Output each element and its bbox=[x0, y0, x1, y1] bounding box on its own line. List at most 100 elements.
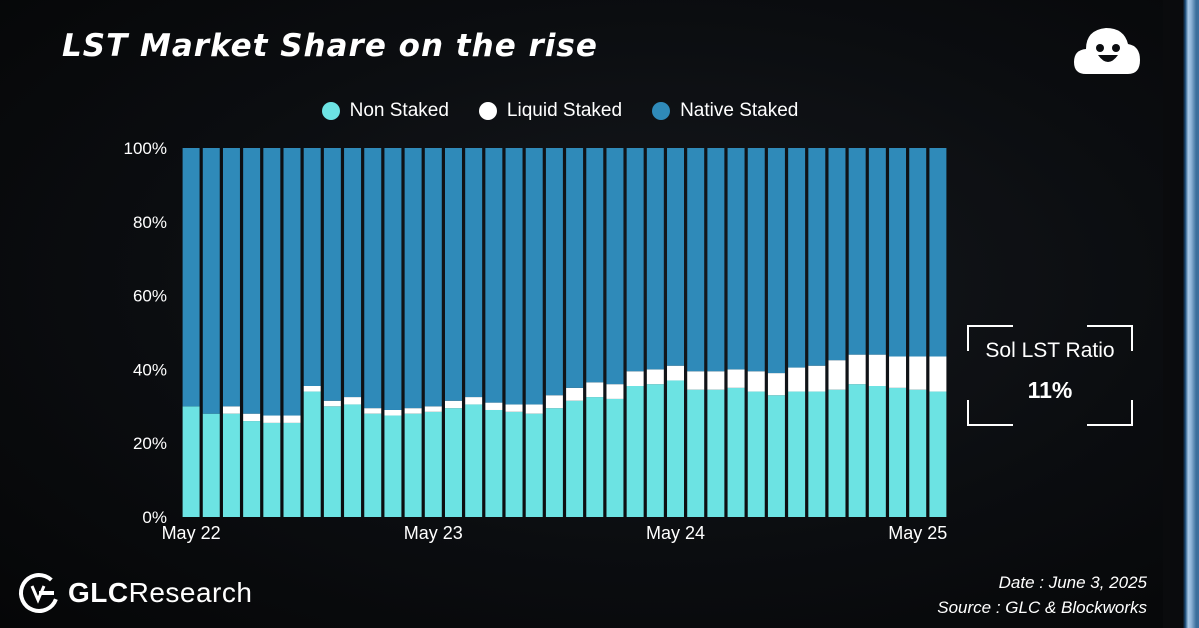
bar-liquid-staked bbox=[505, 404, 523, 412]
footer-source: Source : GLC & Blockworks bbox=[937, 598, 1147, 617]
bar-liquid-staked bbox=[909, 356, 927, 390]
bar-liquid-staked bbox=[848, 354, 866, 385]
bar-liquid-staked bbox=[929, 356, 947, 392]
bar-native-staked bbox=[505, 148, 523, 405]
bar-liquid-staked bbox=[263, 415, 281, 423]
bar-non-staked bbox=[202, 413, 220, 517]
bar-non-staked bbox=[868, 386, 886, 517]
bar-non-staked bbox=[222, 413, 240, 517]
bar-liquid-staked bbox=[626, 371, 644, 387]
bar-non-staked bbox=[808, 391, 826, 517]
bar-native-staked bbox=[525, 148, 543, 405]
bar-liquid-staked bbox=[667, 365, 684, 381]
brand-logo: GLCResearch bbox=[16, 570, 252, 616]
y-tick-label: 80% bbox=[133, 213, 167, 232]
bar-native-staked bbox=[909, 148, 927, 357]
bar-native-staked bbox=[586, 148, 604, 383]
bar-liquid-staked bbox=[606, 384, 624, 399]
bar-liquid-staked bbox=[707, 371, 725, 390]
bar-liquid-staked bbox=[485, 402, 503, 410]
bar-liquid-staked bbox=[404, 408, 422, 414]
bar-liquid-staked bbox=[525, 404, 543, 414]
bar-liquid-staked bbox=[747, 371, 765, 392]
bar-native-staked bbox=[323, 148, 341, 401]
bar-native-staked bbox=[929, 148, 947, 357]
x-tick-label: May 22 bbox=[162, 523, 221, 543]
bar-non-staked bbox=[646, 384, 664, 517]
bar-liquid-staked bbox=[889, 356, 907, 388]
bar-native-staked bbox=[868, 148, 886, 355]
bar-native-staked bbox=[344, 148, 362, 398]
legend-label-non-staked: Non Staked bbox=[349, 100, 449, 121]
bar-liquid-staked bbox=[545, 395, 563, 409]
bar-non-staked bbox=[485, 409, 503, 517]
bar-native-staked bbox=[303, 148, 321, 386]
bar-non-staked bbox=[263, 422, 281, 517]
bar-native-staked bbox=[384, 148, 402, 410]
bar-native-staked bbox=[767, 148, 785, 374]
bar-native-staked bbox=[727, 148, 745, 370]
x-tick-label: May 24 bbox=[646, 523, 705, 543]
legend-item-liquid-staked: Liquid Staked bbox=[478, 100, 623, 122]
footer-date: Date : June 3, 2025 bbox=[998, 573, 1147, 592]
y-tick-label: 60% bbox=[133, 287, 167, 306]
bar-liquid-staked bbox=[283, 415, 301, 423]
legend-label-native-staked: Native Staked bbox=[680, 100, 799, 121]
bar-liquid-staked bbox=[243, 413, 261, 422]
bar-liquid-staked bbox=[364, 408, 382, 414]
bar-liquid-staked bbox=[767, 373, 785, 396]
bar-non-staked bbox=[283, 422, 301, 517]
bar-native-staked bbox=[424, 148, 442, 407]
bar-liquid-staked bbox=[303, 386, 321, 392]
bar-non-staked bbox=[525, 413, 543, 517]
legend-label-liquid-staked: Liquid Staked bbox=[506, 100, 623, 121]
brand-suffix: Research bbox=[128, 577, 253, 608]
bar-non-staked bbox=[424, 411, 442, 517]
bar-non-staked bbox=[444, 408, 462, 517]
bar-non-staked bbox=[465, 404, 483, 517]
y-tick-label: 0% bbox=[142, 508, 167, 527]
bar-native-staked bbox=[828, 148, 846, 361]
frame-corner bbox=[967, 325, 1013, 351]
bar-liquid-staked bbox=[566, 387, 584, 401]
legend-dot-non-staked bbox=[321, 102, 340, 120]
x-tick-label: May 25 bbox=[888, 523, 947, 543]
frame-corner bbox=[1087, 325, 1133, 351]
bar-non-staked bbox=[667, 380, 684, 517]
bar-native-staked bbox=[404, 148, 422, 409]
y-tick-label: 40% bbox=[133, 360, 167, 379]
bar-non-staked bbox=[323, 406, 341, 517]
bar-non-staked bbox=[404, 413, 422, 517]
ratio-value: 11% bbox=[1027, 377, 1073, 403]
bar-non-staked bbox=[788, 391, 806, 517]
bar-native-staked bbox=[182, 148, 200, 407]
bar-liquid-staked bbox=[424, 406, 442, 412]
bar-liquid-staked bbox=[788, 367, 806, 392]
bar-non-staked bbox=[545, 408, 563, 517]
bar-non-staked bbox=[303, 391, 321, 517]
bar-native-staked bbox=[747, 148, 765, 372]
bar-native-staked bbox=[848, 148, 866, 355]
legend-item-native-staked: Native Staked bbox=[652, 100, 798, 122]
sol-lst-ratio-box: Sol LST Ratio 11% bbox=[967, 325, 1133, 426]
bar-non-staked bbox=[747, 391, 765, 517]
chart-legend: Non Staked Liquid Staked Native Staked bbox=[0, 100, 1120, 122]
bar-native-staked bbox=[889, 148, 907, 357]
page-title: LST Market Share on the rise bbox=[62, 28, 598, 64]
bar-native-staked bbox=[243, 148, 261, 414]
bar-native-staked bbox=[667, 148, 684, 366]
bar-liquid-staked bbox=[344, 397, 362, 405]
x-tick-label: May 23 bbox=[404, 523, 463, 543]
bar-native-staked bbox=[444, 148, 462, 401]
bar-liquid-staked bbox=[727, 369, 745, 388]
brand-prefix: GLC bbox=[68, 577, 129, 608]
bar-liquid-staked bbox=[323, 400, 341, 407]
frame-corner bbox=[967, 400, 1013, 426]
legend-item-non-staked: Non Staked bbox=[321, 100, 449, 122]
bar-liquid-staked bbox=[687, 371, 705, 390]
bar-non-staked bbox=[364, 413, 382, 517]
bar-non-staked bbox=[727, 387, 745, 517]
bar-liquid-staked bbox=[384, 409, 402, 416]
bar-non-staked bbox=[384, 415, 402, 517]
bar-non-staked bbox=[828, 389, 846, 517]
